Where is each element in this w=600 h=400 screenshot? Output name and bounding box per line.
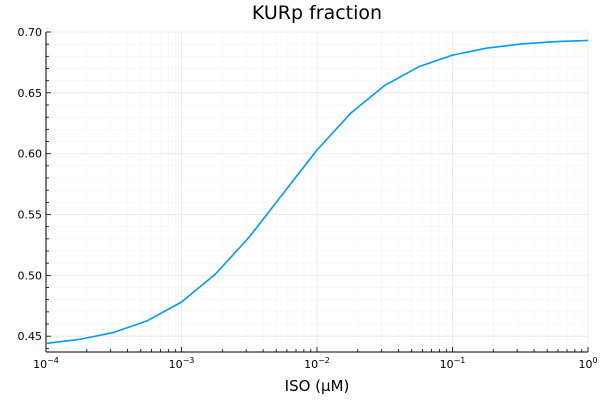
ticks: 0.45 0.50 0.55 0.60 0.65 0.70 10−4 10−3 10−2 10−1…: [18, 26, 598, 371]
x-tick-label: 10−1: [440, 356, 466, 371]
x-tick-label: 10−4: [33, 356, 59, 371]
x-tick-label: 100: [578, 356, 597, 371]
x-tick-label: 10−2: [304, 356, 330, 371]
y-tick-label: 0.55: [18, 209, 43, 222]
y-tick-label: 0.70: [18, 26, 43, 39]
y-tick-label: 0.65: [18, 87, 43, 100]
y-tick-label: 0.50: [18, 269, 43, 282]
series-line: [45, 39, 589, 345]
chart-title: KURp fraction: [252, 2, 382, 24]
x-tick-label: 10−3: [169, 356, 195, 371]
grid: [45, 31, 589, 352]
y-tick-label: 0.45: [18, 330, 43, 343]
x-axis-label: ISO (μM): [285, 377, 350, 395]
y-tick-label: 0.60: [18, 148, 43, 161]
